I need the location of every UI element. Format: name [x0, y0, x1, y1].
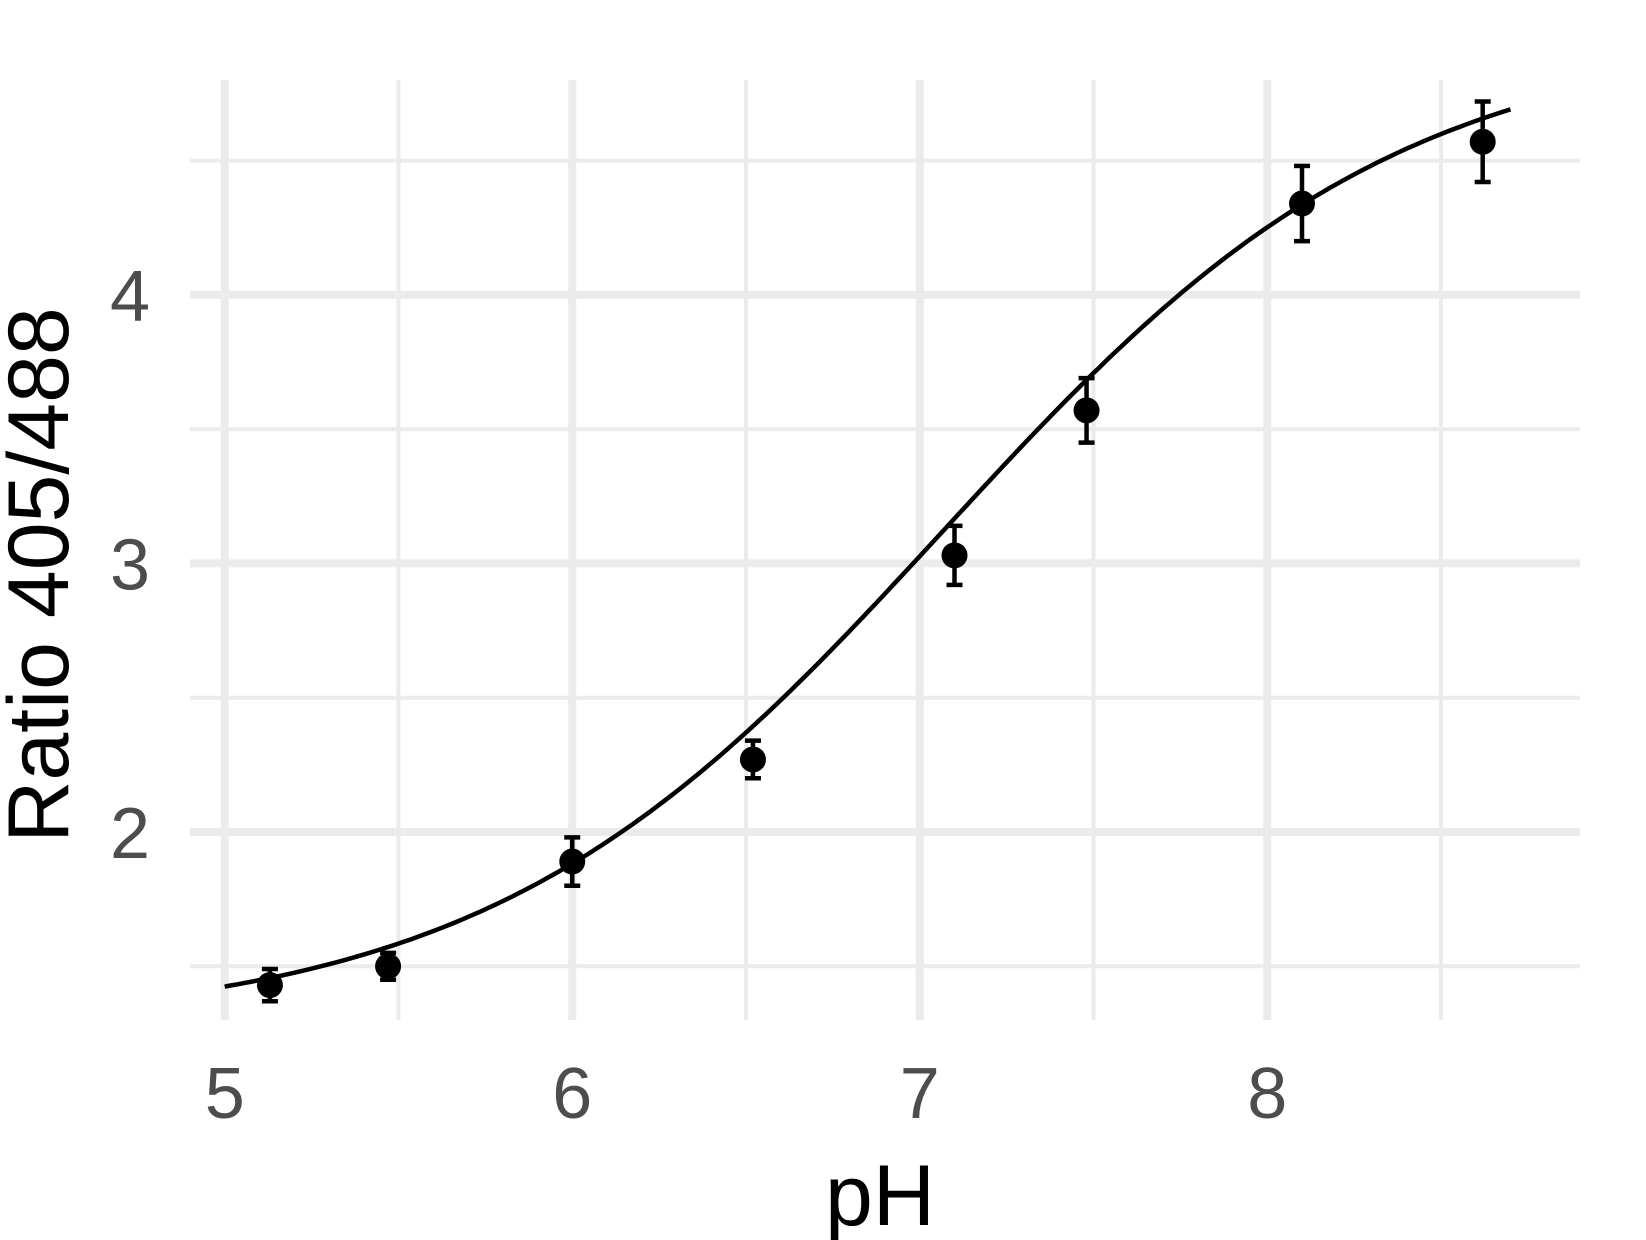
- x-tick-labels: 5 6 7 8: [205, 1054, 1288, 1134]
- data-point: [256, 972, 283, 999]
- fit-curve-layer: [224, 107, 1512, 989]
- x-axis-title: pH: [825, 1148, 935, 1240]
- data-points: [256, 128, 1496, 999]
- x-tick-label: 7: [900, 1054, 940, 1134]
- data-point: [559, 848, 586, 875]
- grid-minor: [190, 80, 1580, 1020]
- y-tick-label: 2: [110, 794, 150, 874]
- data-point: [941, 542, 968, 569]
- x-tick-label: 6: [552, 1054, 592, 1134]
- data-point: [1073, 397, 1100, 424]
- y-tick-label: 3: [110, 525, 150, 605]
- y-axis-title: Ratio 405/488: [0, 307, 87, 843]
- fit-curve: [224, 107, 1512, 989]
- y-tick-labels: 2 3 4: [110, 257, 150, 874]
- x-tick-label: 8: [1247, 1054, 1287, 1134]
- y-tick-label: 4: [110, 257, 150, 337]
- x-tick-label: 5: [205, 1054, 245, 1134]
- data-point: [739, 746, 766, 773]
- data-point: [375, 953, 402, 980]
- error-bars: [261, 99, 1491, 1004]
- data-point: [1469, 128, 1496, 155]
- data-point: [1289, 190, 1315, 217]
